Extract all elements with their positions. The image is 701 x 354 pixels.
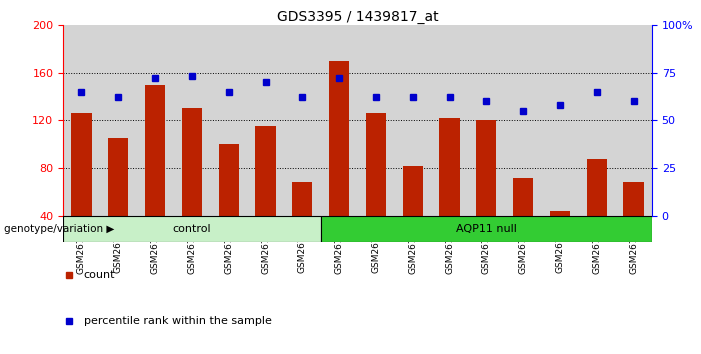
Bar bbox=[468, 25, 505, 216]
Bar bbox=[513, 178, 533, 216]
Bar bbox=[137, 25, 173, 216]
Bar bbox=[550, 211, 570, 216]
Bar bbox=[210, 25, 247, 216]
Bar bbox=[173, 25, 210, 216]
Bar bbox=[366, 113, 386, 216]
Bar bbox=[431, 25, 468, 216]
Bar bbox=[320, 216, 652, 242]
Text: count: count bbox=[83, 270, 115, 280]
Bar bbox=[476, 120, 496, 216]
Bar bbox=[292, 183, 313, 216]
Bar bbox=[329, 61, 349, 216]
Text: genotype/variation ▶: genotype/variation ▶ bbox=[4, 224, 114, 234]
Bar bbox=[623, 183, 644, 216]
Bar bbox=[440, 118, 460, 216]
Text: percentile rank within the sample: percentile rank within the sample bbox=[83, 316, 271, 326]
Bar bbox=[255, 126, 275, 216]
Bar bbox=[100, 25, 137, 216]
Bar bbox=[63, 216, 320, 242]
Bar bbox=[358, 25, 394, 216]
Text: control: control bbox=[172, 224, 211, 234]
Bar bbox=[247, 25, 284, 216]
Bar bbox=[402, 166, 423, 216]
Bar bbox=[145, 85, 165, 216]
Text: AQP11 null: AQP11 null bbox=[456, 224, 517, 234]
Bar bbox=[505, 25, 541, 216]
Bar bbox=[63, 25, 100, 216]
Bar bbox=[615, 25, 652, 216]
Bar bbox=[587, 159, 607, 216]
Bar bbox=[578, 25, 615, 216]
Bar bbox=[182, 108, 202, 216]
Bar bbox=[219, 144, 239, 216]
Title: GDS3395 / 1439817_at: GDS3395 / 1439817_at bbox=[277, 10, 438, 24]
Bar bbox=[394, 25, 431, 216]
Bar bbox=[108, 138, 128, 216]
Bar bbox=[72, 113, 92, 216]
Bar bbox=[320, 25, 358, 216]
Bar bbox=[284, 25, 320, 216]
Bar bbox=[541, 25, 578, 216]
